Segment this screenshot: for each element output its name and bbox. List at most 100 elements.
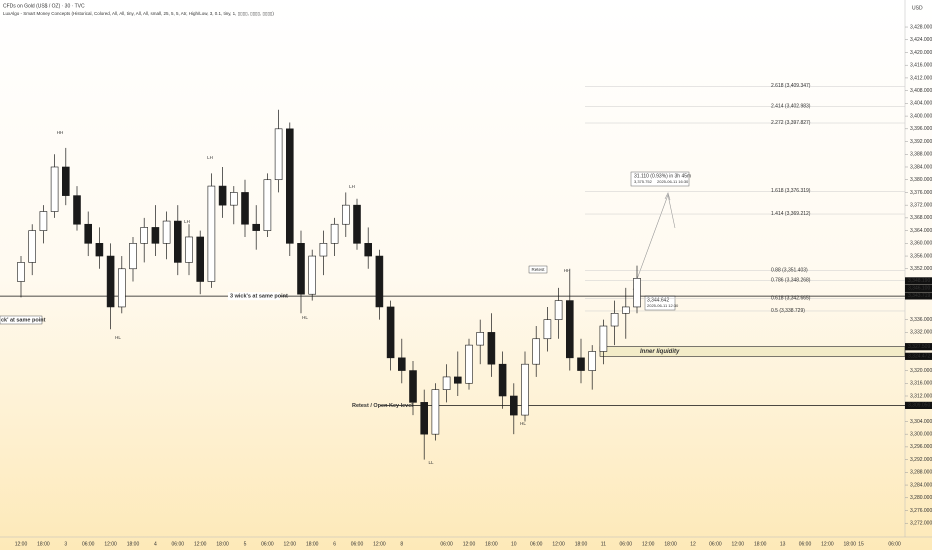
y-tick-label: 3,416.000 <box>910 63 932 69</box>
y-tick-label: 3,352.000 <box>910 266 932 272</box>
measure-arrow <box>632 193 676 291</box>
candle-body <box>151 227 160 244</box>
candle-body <box>162 220 171 244</box>
x-tick-label: 12:00 <box>732 541 745 547</box>
candle-body <box>375 255 384 308</box>
measure-text: 31.110 (0.93%) in 3h 45m <box>634 173 691 179</box>
swing-label: HL <box>115 335 121 340</box>
y-tick-label: 3,276.000 <box>910 508 932 514</box>
price-tag <box>905 292 932 300</box>
candle-body <box>420 402 429 435</box>
y-tick-label: 3,288.000 <box>910 470 932 476</box>
x-tick-label: 12:00 <box>463 541 476 547</box>
measure-box <box>630 171 690 187</box>
candle-body <box>409 370 417 403</box>
x-tick-label: 06:00 <box>620 541 633 547</box>
candle-body <box>453 376 462 384</box>
candle-body <box>633 278 641 308</box>
label-bg <box>0 315 43 325</box>
x-tick-label: 13 <box>780 541 786 547</box>
measure-text: 3,375.752 <box>634 179 653 184</box>
measure-text: 3,344.642 <box>647 297 669 303</box>
candle-body <box>218 185 227 206</box>
y-tick-label: 3,272.000 <box>910 521 932 527</box>
candle-body <box>521 363 529 416</box>
swing-label: HL <box>520 421 526 426</box>
price-tag <box>905 401 932 409</box>
candle-body <box>285 128 294 244</box>
candle-body <box>487 332 496 365</box>
fib-label: 2.272 (3,397.827) <box>771 120 811 126</box>
y-tick-label: 3,320.000 <box>910 368 932 374</box>
y-tick-label: 3,372.000 <box>910 202 932 208</box>
x-tick-label: 06:00 <box>172 541 185 547</box>
candle-body <box>476 332 485 346</box>
x-tick-label: 18:00 <box>216 541 229 547</box>
candle-body <box>599 325 608 352</box>
y-tick-label: 3,408.000 <box>910 88 932 94</box>
candle-body <box>17 262 25 282</box>
y-tick-label: 3,368.000 <box>910 215 932 221</box>
candle-body <box>118 268 126 308</box>
candle-body <box>84 223 92 244</box>
candle-body <box>364 243 373 257</box>
fib-label: 2.414 (3,402.983) <box>771 103 811 109</box>
y-tick-label: 3,412.000 <box>910 75 932 81</box>
price-tag <box>905 284 932 292</box>
x-tick-label: 10 <box>511 541 517 547</box>
y-tick-label: 3,356.000 <box>910 253 932 259</box>
candle-body <box>554 300 563 320</box>
candle-body <box>565 300 574 359</box>
swing-label: Retest <box>531 267 545 272</box>
measure-text: 2025-06-11 12:30 <box>647 303 679 308</box>
candle-body <box>509 395 518 416</box>
x-tick-label: 12:00 <box>642 541 655 547</box>
label-bg <box>528 265 548 274</box>
candle-body <box>95 243 104 257</box>
x-tick-label: 18:00 <box>664 541 677 547</box>
y-tick-label: 3,420.000 <box>910 50 932 56</box>
x-tick-label: 06:00 <box>709 541 722 547</box>
candle-body <box>28 230 37 263</box>
candle-body <box>140 227 148 244</box>
x-tick-label: 12:00 <box>15 541 28 547</box>
x-tick-label: 18:00 <box>306 541 319 547</box>
y-tick-label: 3,388.000 <box>910 152 932 158</box>
y-tick-label: 3,376.000 <box>910 190 932 196</box>
price-tag <box>905 343 932 351</box>
x-tick-label: 12:00 <box>552 541 565 547</box>
x-tick-label: 4 <box>154 541 157 547</box>
candle-body <box>196 236 204 282</box>
candle-body <box>442 376 451 390</box>
y-tick-label: 3,300.000 <box>910 431 932 437</box>
candle-body <box>207 185 216 282</box>
y-tick-label: 3,428.000 <box>910 24 932 30</box>
fib-label: 0.88 (3,351.403) <box>771 267 808 273</box>
y-tick-label: 3,332.000 <box>910 330 932 336</box>
candle-body <box>498 363 507 397</box>
indicator-label: LuxAlgo - Smart Money Concepts (Historic… <box>3 11 274 16</box>
y-tick-label: 3,404.000 <box>910 101 932 107</box>
y-tick-label: 3,312.000 <box>910 393 932 399</box>
candle-body <box>39 211 48 231</box>
x-tick-label: 18:00 <box>575 541 588 547</box>
candle-body <box>610 313 619 327</box>
candle-body <box>174 220 182 263</box>
x-tick-label: 11 <box>601 541 606 547</box>
candle-body <box>185 236 193 263</box>
price-tag-label: 3,327.509 <box>908 344 930 350</box>
candle-body <box>129 243 137 270</box>
x-tick-label: 06:00 <box>530 541 543 547</box>
x-tick-label: 15 <box>858 541 864 547</box>
y-tick-label: 3,296.000 <box>910 444 932 450</box>
swing-label: LL <box>428 460 434 465</box>
swing-label: HL <box>302 315 308 320</box>
candle-body <box>308 255 317 295</box>
y-tick-label: 3,424.000 <box>910 37 932 43</box>
candle-body <box>241 192 249 225</box>
x-tick-label: 18:00 <box>37 541 50 547</box>
candle-body <box>297 243 305 295</box>
price-tag-label: 3,348.190 <box>908 278 930 284</box>
x-tick-label: 5 <box>244 541 247 547</box>
